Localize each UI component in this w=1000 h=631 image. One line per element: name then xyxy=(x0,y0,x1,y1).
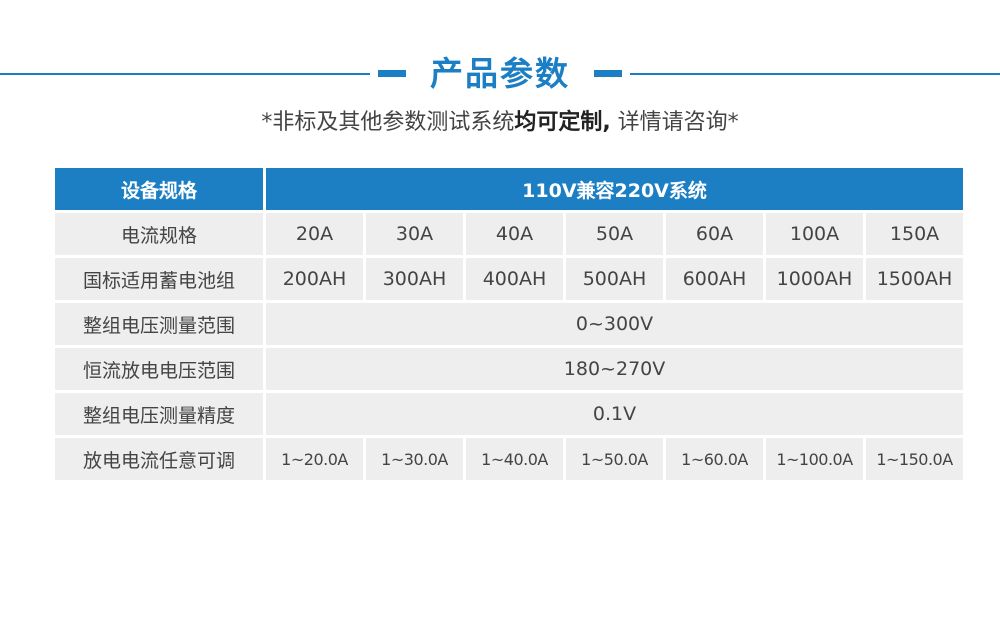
table-cell-merged: 180~270V xyxy=(266,348,964,390)
table-cell: 40A xyxy=(466,213,563,255)
table-cell: 100A xyxy=(766,213,863,255)
table-cell: 300AH xyxy=(366,258,463,300)
table-cell: 1000AH xyxy=(766,258,863,300)
header-label-cell: 设备规格 xyxy=(55,168,263,210)
table-row: 放电电流任意可调 1~20.0A 1~30.0A 1~40.0A 1~50.0A… xyxy=(55,438,964,480)
subtitle-emphasis: 均可定制, xyxy=(514,110,611,135)
row-label: 国标适用蓄电池组 xyxy=(55,258,263,300)
table-cell: 1~40.0A xyxy=(466,438,563,480)
row-label: 恒流放电电压范围 xyxy=(55,348,263,390)
section-title-bar: 产品参数 xyxy=(0,52,1000,96)
table-cell-merged: 0.1V xyxy=(266,393,964,435)
table-row: 恒流放电电压范围 180~270V xyxy=(55,348,964,390)
row-label: 整组电压测量精度 xyxy=(55,393,263,435)
table-row: 整组电压测量精度 0.1V xyxy=(55,393,964,435)
subtitle-note: *非标及其他参数测试系统均可定制, 详情请咨询* xyxy=(0,106,1000,140)
row-label: 放电电流任意可调 xyxy=(55,438,263,480)
title-dash-right xyxy=(594,70,622,77)
table-cell: 500AH xyxy=(566,258,663,300)
table-cell: 60A xyxy=(666,213,763,255)
table-cell: 200AH xyxy=(266,258,363,300)
row-label: 整组电压测量范围 xyxy=(55,303,263,345)
table-cell: 20A xyxy=(266,213,363,255)
table-cell: 1500AH xyxy=(866,258,964,300)
title-divider-right xyxy=(630,73,1000,75)
table-cell: 600AH xyxy=(666,258,763,300)
subtitle-prefix: *非标及其他参数测试系统 xyxy=(261,110,515,135)
subtitle-suffix: 详情请咨询* xyxy=(610,110,739,135)
table-cell-merged: 0~300V xyxy=(266,303,964,345)
table-cell: 1~150.0A xyxy=(866,438,964,480)
table-cell: 30A xyxy=(366,213,463,255)
table-cell: 1~30.0A xyxy=(366,438,463,480)
header-value-cell: 110V兼容220V系统 xyxy=(266,168,964,210)
table-cell: 1~50.0A xyxy=(566,438,663,480)
table-cell: 400AH xyxy=(466,258,563,300)
table-cell: 50A xyxy=(566,213,663,255)
table-cell: 1~60.0A xyxy=(666,438,763,480)
table-header-row: 设备规格 110V兼容220V系统 xyxy=(55,168,964,210)
table-row: 整组电压测量范围 0~300V xyxy=(55,303,964,345)
spec-table: 设备规格 110V兼容220V系统 电流规格 20A 30A 40A 50A 6… xyxy=(52,165,966,483)
table-cell: 1~100.0A xyxy=(766,438,863,480)
table-cell: 1~20.0A xyxy=(266,438,363,480)
table-row: 电流规格 20A 30A 40A 50A 60A 100A 150A xyxy=(55,213,964,255)
title-divider-left xyxy=(0,73,370,75)
row-label: 电流规格 xyxy=(55,213,263,255)
title-dash-left xyxy=(378,70,406,77)
table-cell: 150A xyxy=(866,213,964,255)
page-title: 产品参数 xyxy=(430,54,570,93)
table-row: 国标适用蓄电池组 200AH 300AH 400AH 500AH 600AH 1… xyxy=(55,258,964,300)
